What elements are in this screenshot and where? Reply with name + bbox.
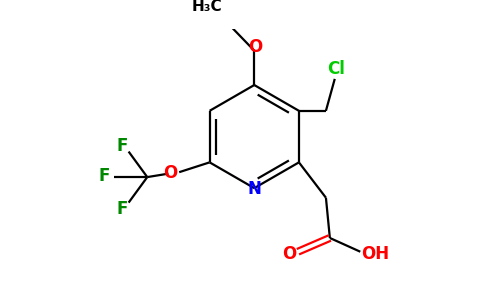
Text: H₃C: H₃C xyxy=(192,0,223,14)
Text: O: O xyxy=(282,245,296,263)
Text: O: O xyxy=(248,38,262,56)
Text: Cl: Cl xyxy=(327,60,345,78)
Text: N: N xyxy=(247,180,261,198)
Text: OH: OH xyxy=(361,245,389,263)
Text: O: O xyxy=(163,164,178,182)
Text: F: F xyxy=(116,137,127,155)
Text: F: F xyxy=(98,167,110,185)
Text: F: F xyxy=(116,200,127,218)
